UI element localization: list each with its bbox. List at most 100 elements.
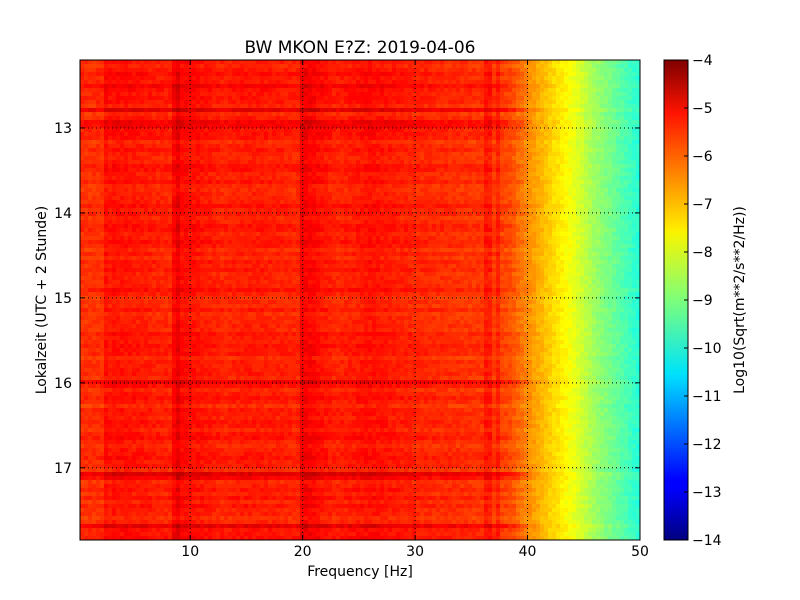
heatmap-cell <box>168 172 173 177</box>
heatmap-cell <box>216 140 221 145</box>
heatmap-cell <box>536 192 541 197</box>
heatmap-cell <box>260 132 265 137</box>
heatmap-cell <box>140 156 145 161</box>
heatmap-cell <box>472 68 477 73</box>
heatmap-cell <box>88 168 93 173</box>
heatmap-cell <box>196 140 201 145</box>
heatmap-cell <box>216 96 221 101</box>
heatmap-cell <box>300 200 305 205</box>
heatmap-cell <box>596 136 601 141</box>
heatmap-cell <box>428 156 433 161</box>
heatmap-cell <box>488 196 493 201</box>
heatmap-cell <box>572 68 577 73</box>
heatmap-cell <box>428 132 433 137</box>
heatmap-cell <box>520 188 525 193</box>
heatmap-cell <box>192 148 197 153</box>
heatmap-cell <box>84 192 89 197</box>
heatmap-cell <box>312 200 317 205</box>
heatmap-cell <box>532 168 537 173</box>
heatmap-cell <box>172 84 177 89</box>
heatmap-cell <box>596 100 601 105</box>
heatmap-cell <box>104 60 109 65</box>
heatmap-cell <box>156 200 161 205</box>
heatmap-cell <box>496 68 501 73</box>
heatmap-cell <box>176 180 181 185</box>
heatmap-cell <box>580 128 585 133</box>
heatmap-cell <box>352 104 357 109</box>
heatmap-cell <box>520 148 525 153</box>
heatmap-cell <box>188 184 193 189</box>
heatmap-cell <box>312 76 317 81</box>
heatmap-cell <box>500 64 505 69</box>
heatmap-cell <box>508 92 513 97</box>
heatmap-cell <box>408 176 413 181</box>
heatmap-cell <box>84 160 89 165</box>
heatmap-cell <box>520 164 525 169</box>
heatmap-cell <box>180 104 185 109</box>
heatmap-cell <box>484 168 489 173</box>
heatmap-cell <box>580 108 585 113</box>
heatmap-cell <box>604 156 609 161</box>
heatmap-cell <box>424 104 429 109</box>
heatmap-cell <box>228 188 233 193</box>
heatmap-cell <box>408 64 413 69</box>
heatmap-cell <box>316 80 321 85</box>
heatmap-cell <box>160 140 165 145</box>
heatmap-cell <box>536 168 541 173</box>
heatmap-cell <box>268 80 273 85</box>
heatmap-cell <box>500 80 505 85</box>
heatmap-cell <box>340 96 345 101</box>
heatmap-cell <box>260 124 265 129</box>
heatmap-cell <box>616 168 621 173</box>
heatmap-cell <box>440 180 445 185</box>
heatmap-cell <box>544 128 549 133</box>
heatmap-cell <box>188 64 193 69</box>
heatmap-cell <box>304 192 309 197</box>
heatmap-cell <box>108 148 113 153</box>
heatmap-cell <box>592 76 597 81</box>
heatmap-cell <box>196 64 201 69</box>
heatmap-cell <box>248 148 253 153</box>
heatmap-cell <box>368 140 373 145</box>
heatmap-cell <box>264 88 269 93</box>
heatmap-cell <box>400 164 405 169</box>
heatmap-cell <box>284 64 289 69</box>
heatmap-cell <box>628 148 633 153</box>
heatmap-cell <box>396 120 401 125</box>
heatmap-cell <box>132 200 137 205</box>
heatmap-cell <box>400 124 405 129</box>
heatmap-cell <box>244 152 249 157</box>
heatmap-cell <box>128 144 133 149</box>
heatmap-cell <box>548 120 553 125</box>
heatmap-cell <box>404 188 409 193</box>
heatmap-cell <box>92 180 97 185</box>
heatmap-cell <box>140 196 145 201</box>
heatmap-cell <box>372 180 377 185</box>
heatmap-cell <box>548 80 553 85</box>
heatmap-cell <box>120 64 125 69</box>
heatmap-cell <box>132 168 137 173</box>
heatmap-cell <box>544 180 549 185</box>
heatmap-cell <box>616 104 621 109</box>
heatmap-cell <box>244 196 249 201</box>
heatmap-cell <box>496 184 501 189</box>
heatmap-cell <box>544 168 549 173</box>
heatmap-cell <box>140 188 145 193</box>
heatmap-cell <box>540 152 545 157</box>
heatmap-cell <box>284 172 289 177</box>
heatmap-cell <box>532 108 537 113</box>
heatmap-cell <box>632 184 637 189</box>
heatmap-cell <box>444 196 449 201</box>
heatmap-cell <box>220 92 225 97</box>
heatmap-cell <box>212 144 217 149</box>
heatmap-cell <box>568 112 573 117</box>
heatmap-cell <box>520 104 525 109</box>
heatmap-cell <box>320 152 325 157</box>
heatmap-cell <box>468 128 473 133</box>
heatmap-cell <box>328 156 333 161</box>
heatmap-cell <box>268 136 273 141</box>
heatmap-cell <box>388 128 393 133</box>
heatmap-cell <box>152 164 157 169</box>
heatmap-cell <box>292 136 297 141</box>
heatmap-cell <box>628 172 633 177</box>
